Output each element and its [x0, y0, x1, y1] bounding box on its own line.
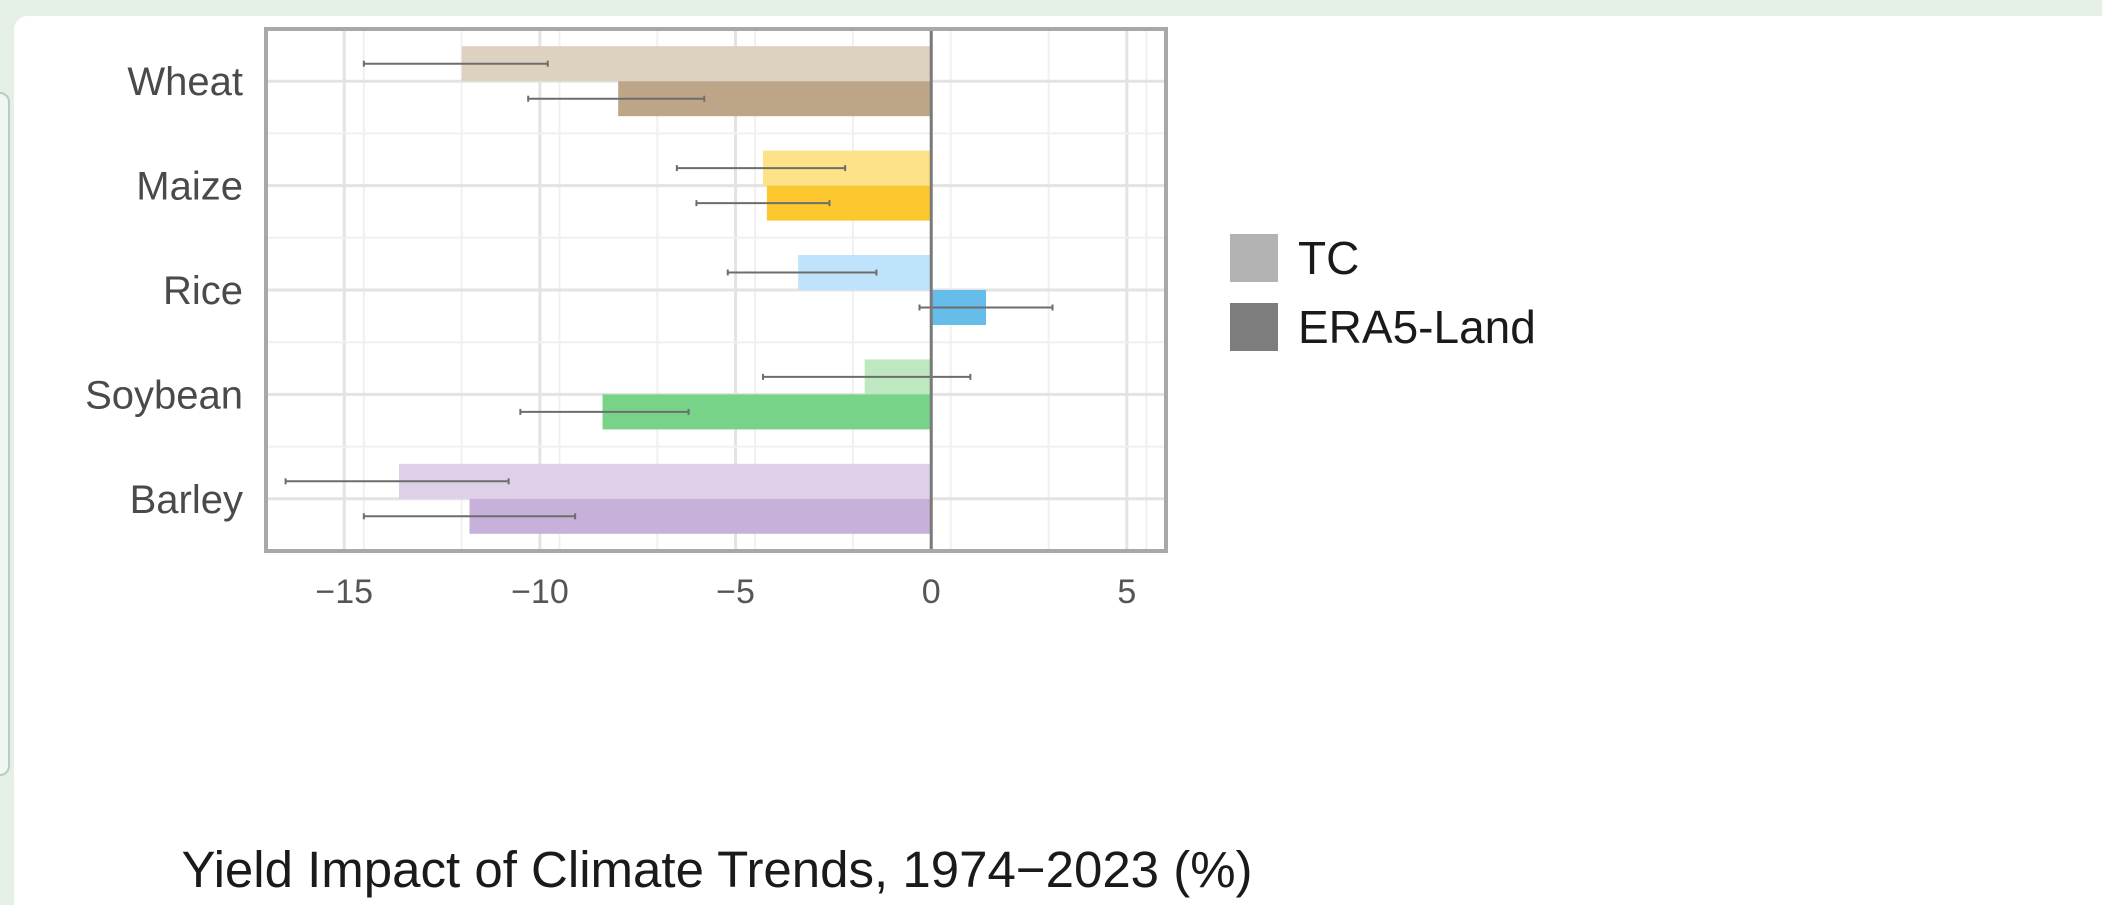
- error-bars-layer: [284, 60, 1054, 520]
- category-label-wheat: Wheat: [127, 60, 243, 104]
- error-bar-barley-era5-land: [362, 513, 577, 520]
- x-tick-label: −15: [315, 573, 373, 611]
- legend-item-era5-land: ERA5-Land: [1230, 301, 1536, 353]
- chart-card: [14, 16, 2102, 905]
- legend: TC ERA5-Land: [1230, 232, 1536, 353]
- error-bar-maize-tc: [675, 165, 847, 172]
- legend-item-tc: TC: [1230, 232, 1359, 284]
- plot-panel-border: [264, 27, 1168, 553]
- error-bar-soybean-tc: [761, 373, 972, 380]
- category-label-maize: Maize: [136, 165, 243, 209]
- category-label-rice: Rice: [163, 269, 243, 313]
- x-axis-label: Yield Impact of Climate Trends, 1974−202…: [181, 841, 1252, 898]
- x-tick-label: −10: [511, 573, 569, 611]
- error-bar-wheat-tc: [362, 60, 549, 67]
- x-tick-label: −5: [716, 573, 755, 611]
- error-bar-wheat-era5-land: [527, 95, 706, 102]
- legend-swatch: [1230, 234, 1278, 282]
- x-tick-labels: −15 −10 −5 0 5: [315, 573, 1136, 611]
- error-bar-barley-tc: [284, 478, 510, 485]
- category-label-soybean: Soybean: [85, 373, 243, 417]
- error-bar-maize-era5-land: [695, 200, 831, 207]
- category-labels: Wheat Maize Rice Soybean Barley: [85, 60, 243, 522]
- legend-swatch: [1230, 303, 1278, 351]
- error-bar-soybean-era5-land: [519, 408, 690, 415]
- error-bar-rice-era5-land: [918, 304, 1054, 311]
- error-bar-rice-tc: [726, 269, 878, 276]
- x-tick-label: 5: [1117, 573, 1136, 611]
- x-tick-label: 0: [922, 573, 941, 611]
- legend-label: TC: [1298, 232, 1359, 284]
- category-label-barley: Barley: [130, 478, 243, 522]
- legend-label: ERA5-Land: [1298, 301, 1536, 353]
